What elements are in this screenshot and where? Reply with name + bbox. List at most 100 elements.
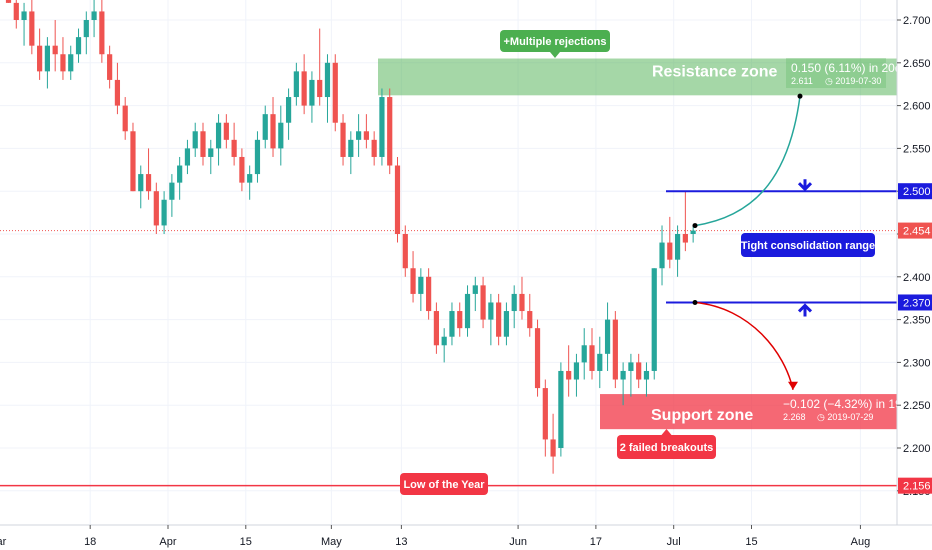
x-tick-label: 17 — [590, 536, 602, 548]
down-projection-curve — [694, 301, 794, 390]
candle-body — [496, 302, 502, 337]
support-zone — [600, 394, 897, 430]
candle-body — [394, 165, 401, 234]
down-projection-start — [692, 299, 698, 305]
candle-body — [464, 293, 471, 329]
candle-body — [527, 311, 533, 329]
price-tag-label: 2.500 — [903, 186, 931, 198]
multiple-rejections-callout-bg — [500, 30, 610, 52]
candle-body — [99, 11, 105, 55]
candle-body — [285, 97, 292, 123]
y-tick-label: 2.600 — [903, 101, 931, 113]
y-tick-label: 2.300 — [903, 357, 931, 369]
candle-body — [612, 319, 618, 380]
candle-body — [37, 45, 43, 72]
candle-body — [682, 234, 688, 243]
candle-body — [542, 388, 548, 440]
x-tick-label: 18 — [84, 536, 96, 548]
candle-body — [317, 79, 323, 98]
price-tag — [898, 222, 932, 239]
low-of-year-callout-text: Low of the Year — [403, 479, 485, 491]
multiple-rejections-callout-tail — [550, 52, 560, 58]
candle-body — [410, 268, 416, 294]
low-of-year-callout: Low of the Year — [400, 473, 488, 495]
candle-body — [29, 11, 35, 46]
down-projection-price: 2.268 — [783, 412, 806, 422]
x-tick-label: Jun — [509, 536, 527, 548]
price-tag — [898, 294, 932, 311]
candle-body — [138, 174, 144, 192]
candle-body — [68, 54, 74, 72]
candle-body — [348, 139, 354, 157]
arrow-down-icon — [797, 179, 813, 192]
candle-body — [472, 285, 478, 294]
candle-body — [550, 439, 556, 457]
failed-breakouts-callout-text: 2 failed breakouts — [620, 442, 714, 454]
candle-body — [566, 370, 572, 380]
candle-body — [480, 285, 486, 320]
candle-body — [674, 234, 681, 260]
candle-body — [511, 293, 517, 312]
candle-body — [21, 11, 27, 20]
y-tick-label: 2.200 — [903, 443, 931, 455]
candle-body — [5, 0, 12, 3]
failed-breakouts-callout: 2 failed breakouts — [617, 429, 716, 459]
candle-body — [573, 362, 580, 380]
candle-body — [161, 199, 167, 226]
x-tick-label: Apr — [159, 536, 176, 548]
candle-body — [91, 11, 97, 20]
arrow-up-icon — [797, 303, 813, 317]
candle-body — [667, 242, 673, 260]
multiple-rejections-callout: +Multiple rejections — [500, 30, 610, 58]
candle-body — [114, 79, 121, 106]
y-tick-label: 2.350 — [903, 315, 931, 327]
candle-body — [83, 20, 89, 38]
y-tick-label: 2.550 — [903, 143, 931, 155]
candle-body — [192, 131, 198, 149]
candle-body — [145, 174, 152, 192]
candle-body — [107, 54, 113, 80]
down-projection-date: ◷ 2019-07-29 — [817, 412, 873, 422]
x-tick-label: 13 — [395, 536, 407, 548]
candle-body — [254, 139, 261, 175]
candle-body — [589, 345, 595, 371]
x-tick-label: Aug — [851, 536, 871, 548]
candle-body — [402, 234, 408, 269]
candle-body — [278, 122, 284, 149]
y-tick-label: 2.700 — [903, 15, 931, 27]
price-tag — [898, 183, 932, 200]
candle-body — [13, 2, 19, 21]
tight-range-callout-text: Tight consolidation range — [741, 240, 875, 252]
resistance-zone — [378, 58, 897, 96]
candle-body — [208, 148, 214, 157]
candle-body — [371, 139, 377, 157]
failed-breakouts-callout-bg — [617, 435, 716, 459]
up-projection-end — [797, 93, 803, 99]
candle-body — [60, 54, 66, 72]
candle-body — [379, 97, 385, 157]
candle-body — [651, 268, 657, 371]
candle-body — [122, 105, 128, 132]
candle-body — [363, 131, 369, 140]
candle-body — [488, 302, 494, 320]
failed-breakouts-callout-tail — [661, 429, 672, 435]
support-zone-label: Support zone — [651, 407, 753, 424]
candle-body — [324, 62, 331, 98]
y-tick-label: 2.250 — [903, 400, 931, 412]
price-tag-label: 2.370 — [903, 297, 931, 309]
candle-body — [200, 131, 206, 157]
candle-body — [309, 79, 315, 106]
resistance-zone-label: Resistance zone — [652, 64, 777, 81]
candle-body — [659, 242, 665, 269]
candle-body — [262, 114, 268, 140]
candle-body — [433, 311, 439, 346]
y-tick-label: 2.400 — [903, 272, 931, 284]
candle-body — [52, 45, 58, 55]
candle-body — [558, 370, 564, 448]
candle-body — [387, 97, 393, 166]
up-projection-start — [692, 223, 698, 229]
x-tick-label: Jul — [667, 536, 681, 548]
candle-body — [418, 276, 424, 294]
